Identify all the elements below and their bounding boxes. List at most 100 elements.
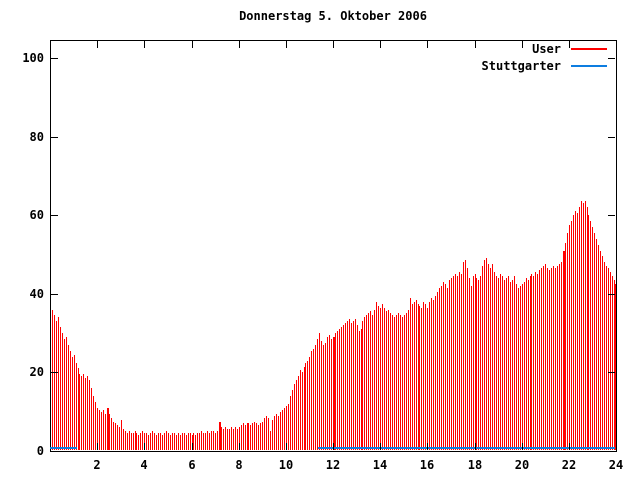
impulse-bar: [129, 431, 130, 450]
x-tick-mark-top: [380, 41, 381, 48]
impulse-bar: [524, 282, 525, 450]
impulse-bar: [530, 276, 531, 450]
x-tick-label: 10: [278, 458, 294, 472]
impulse-bar: [439, 288, 440, 450]
x-tick-mark-top: [286, 41, 287, 48]
impulse-bar: [123, 429, 124, 450]
x-tick-label: 14: [372, 458, 388, 472]
impulse-bar: [382, 304, 383, 450]
impulse-bar: [248, 423, 249, 450]
impulse-bar: [353, 321, 354, 450]
impulse-bar: [133, 433, 134, 450]
impulse-bar: [217, 431, 218, 450]
impulse-bar: [250, 425, 251, 450]
x-tick-label: 16: [419, 458, 435, 472]
impulse-bar: [588, 215, 589, 450]
impulse-bar: [199, 433, 200, 450]
impulse-bar: [404, 315, 405, 450]
impulse-bar: [272, 420, 273, 450]
y-tick-mark-right: [608, 372, 615, 373]
impulse-bar: [103, 410, 104, 450]
impulse-bar: [429, 302, 430, 450]
x-tick-mark: [192, 443, 193, 450]
impulse-bar: [569, 225, 570, 450]
impulse-bar: [160, 433, 161, 450]
y-tick-mark-right: [608, 451, 615, 452]
impulse-bar: [418, 304, 419, 450]
impulse-bar: [178, 433, 179, 450]
impulse-bar: [144, 433, 145, 450]
x-tick-label: 18: [467, 458, 483, 472]
impulse-bar: [136, 433, 137, 450]
impulse-bar: [201, 431, 202, 450]
impulse-bar: [156, 435, 157, 450]
impulse-bar: [78, 368, 79, 450]
impulse-bar: [388, 310, 389, 450]
impulse-bar: [396, 315, 397, 450]
impulse-bar: [317, 339, 318, 450]
impulse-bar: [587, 207, 588, 450]
impulse-bar: [390, 313, 391, 450]
impulse-bar: [508, 276, 509, 450]
impulse-bar: [386, 311, 387, 450]
impulse-bar: [478, 280, 479, 450]
impulse-bar: [441, 286, 442, 450]
impulse-bar: [585, 201, 586, 450]
impulse-bar: [280, 412, 281, 450]
impulse-bar: [152, 431, 153, 450]
impulse-bar: [364, 317, 365, 450]
impulse-bar: [192, 435, 193, 450]
impulse-bar: [612, 276, 613, 450]
impulse-bar: [215, 433, 216, 450]
impulse-bar: [89, 380, 90, 450]
impulse-bar: [176, 435, 177, 450]
impulse-bar: [105, 414, 106, 450]
impulse-bar: [95, 402, 96, 450]
impulse-bar: [447, 288, 448, 450]
x-tick-mark: [333, 443, 334, 450]
impulse-bar: [357, 325, 358, 450]
impulse-bar: [475, 274, 476, 450]
impulse-bar: [543, 266, 544, 450]
x-tick-mark: [144, 443, 145, 450]
impulse-bar: [598, 245, 599, 450]
impulse-bar: [121, 420, 122, 450]
legend-stuttgarter-line-sample: [571, 65, 607, 67]
impulse-bar: [172, 433, 173, 450]
legend-row-stuttgarter: Stuttgarter: [482, 58, 607, 74]
x-tick-mark: [475, 443, 476, 450]
x-tick-mark-top: [569, 41, 570, 48]
impulse-bar: [337, 331, 338, 450]
impulse-bar: [374, 310, 375, 450]
impulse-bar: [81, 376, 82, 450]
impulse-bar: [421, 308, 422, 450]
impulse-bar: [66, 337, 67, 450]
impulse-bar: [583, 203, 584, 450]
impulse-bar: [197, 433, 198, 450]
impulse-bar: [79, 374, 80, 450]
impulse-bar: [423, 302, 424, 450]
impulse-bar: [52, 310, 53, 450]
impulse-bar: [476, 278, 477, 450]
impulse-bar: [305, 363, 306, 450]
impulse-bar: [54, 315, 55, 450]
impulse-bar: [437, 292, 438, 450]
impulse-bar: [164, 433, 165, 450]
x-tick-mark: [569, 443, 570, 450]
impulse-bar: [276, 414, 277, 450]
impulse-bar: [431, 298, 432, 450]
impulse-bar: [492, 264, 493, 450]
impulse-bar: [266, 416, 267, 450]
impulse-bar: [602, 256, 603, 450]
impulse-bar: [335, 333, 336, 450]
y-tick-label: 100: [22, 51, 44, 65]
impulse-bar: [533, 276, 534, 450]
impulse-bar: [91, 388, 92, 450]
x-tick-mark: [616, 443, 617, 450]
impulse-bar: [471, 286, 472, 450]
impulse-bar: [345, 323, 346, 450]
impulse-bar: [195, 435, 196, 450]
impulse-bar: [467, 268, 468, 450]
